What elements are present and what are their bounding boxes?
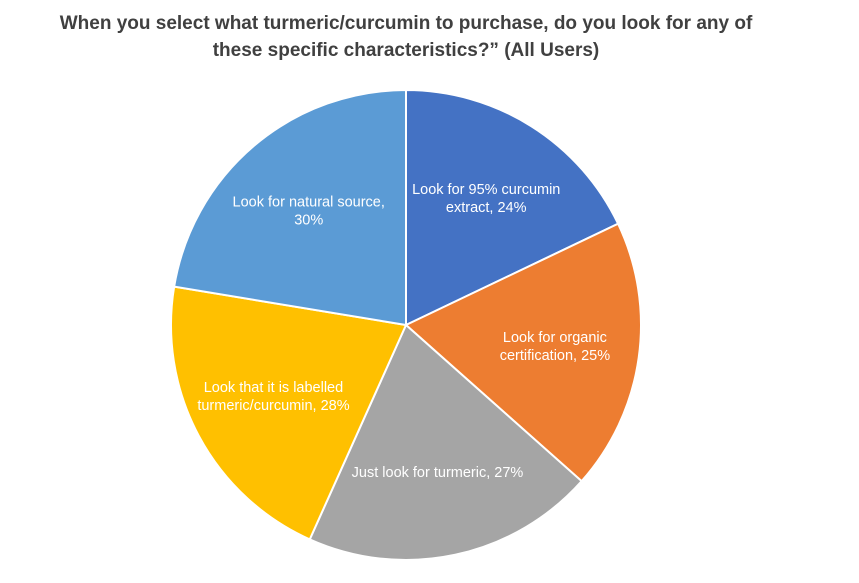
pie-slice-label-3: Just look for turmeric, 27%	[352, 465, 524, 481]
pie-slice-label-5: Look for natural source, 30%	[233, 194, 385, 228]
pie-slice-label-line: Look for natural source,	[233, 194, 385, 210]
chart-title-line-2: these specific characteristics?” (All Us…	[212, 40, 600, 61]
pie-slice-labels: Look for 95% curcumin extract, 24%Look fo…	[197, 182, 610, 481]
pie-slice-3	[308, 323, 584, 561]
chart-title-line-1: When you select what turmeric/curcumin t…	[59, 13, 753, 34]
pie-slice-label-line: Look that it is labelled	[204, 380, 343, 396]
pie-slices	[170, 88, 642, 561]
chart-title: When you select what turmeric/curcumin t…	[0, 10, 812, 64]
pie-slice-label-line: Look for organic	[503, 330, 607, 346]
pie-slice-label-line: 30%	[294, 212, 323, 228]
pie-slice-label-line: certification, 25%	[500, 348, 611, 364]
pie-slice-label-2: Look for organic certification, 25%	[500, 330, 611, 364]
pie-slice-label-1: Look for 95% curcumin extract, 24%	[412, 182, 560, 216]
pie-slice-label-line: Look for 95% curcumin	[412, 182, 560, 198]
pie-slice-label-line: Just look for turmeric, 27%	[352, 465, 524, 481]
pie-slice-label-line: turmeric/curcumin, 28%	[197, 398, 349, 414]
pie-slice-5	[173, 88, 407, 327]
pie-slice-label-4: Look that it is labelled turmeric/curcumi…	[197, 380, 349, 414]
pie-slice-4	[170, 285, 408, 541]
pie-slice-label-line: extract, 24%	[446, 200, 527, 216]
pie-slice-1	[405, 88, 620, 327]
pie-slice-2	[404, 222, 642, 483]
